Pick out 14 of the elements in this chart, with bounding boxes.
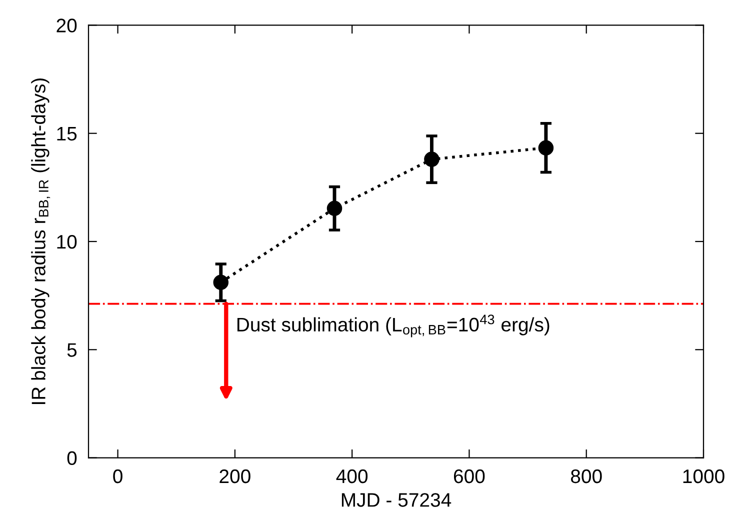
y-tick-label: 10	[57, 234, 77, 249]
y-tick-label: 0	[67, 451, 77, 466]
x-tick-label: 600	[454, 469, 485, 484]
x-axis-title: MJD - 57234	[342, 493, 452, 507]
y-axis-title: IR black body radius r$_{BB,IR}$ (light-days)	[31, 78, 50, 404]
y-tick-label: 15	[57, 127, 77, 141]
x-tick-label: 400	[336, 469, 368, 484]
y-tick-label: 20	[56, 18, 77, 32]
x-tick-label: 1000	[683, 469, 724, 484]
x-tick-label: 0	[113, 469, 122, 484]
x-tick-label: 800	[570, 469, 602, 484]
y-tick-label: 5	[67, 343, 77, 357]
annotation: Dust sublimation (L$_{opt,BB}$=10$^{43}$ erg/s)	[237, 314, 550, 338]
x-tick-label: 200	[220, 469, 250, 484]
